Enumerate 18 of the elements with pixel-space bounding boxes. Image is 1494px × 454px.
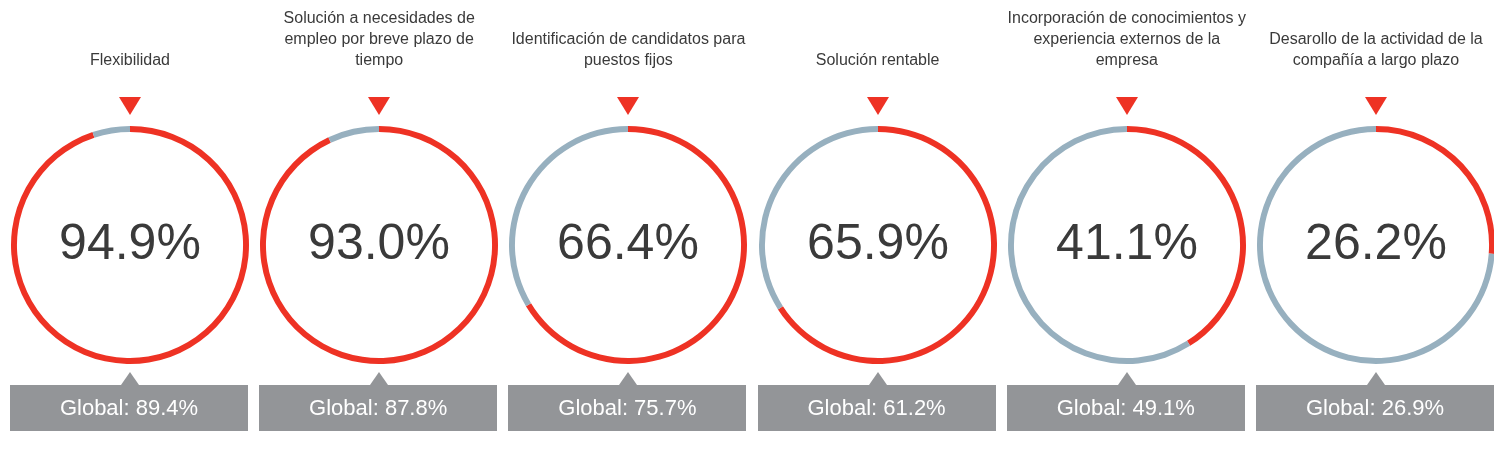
data-label: 65.9% (806, 213, 949, 270)
text: Global: 26.9% (1256, 385, 1494, 431)
chart-title: Solución rentable (814, 50, 941, 70)
data-label: 94.9% (59, 213, 201, 270)
data-label: 66.4% (557, 213, 700, 270)
text: Global: 61.2% (757, 385, 996, 431)
data-label: 26.2% (1305, 213, 1447, 270)
text: Global: 75.7% (508, 385, 747, 431)
chart-title: Desarollo de la actividad de la compañía a largo plazo (1268, 29, 1484, 70)
data-label: 41.1% (1055, 213, 1198, 270)
text: Global: 49.1% (1006, 385, 1245, 431)
chart-title: Incorporación de conocimientos y experiencia externos de la empresa (1006, 8, 1247, 70)
text: Global: 89.4% (10, 385, 248, 431)
chart-title: Flexibilidad (88, 50, 171, 70)
data-label: 93.0% (308, 213, 451, 270)
text: Global: 87.8% (259, 385, 498, 431)
chart-title: Solución a necesidades de empleo por breve plazo de tiempo (282, 8, 476, 70)
chart-title: Identificación de candidatos para puestos fijos (510, 29, 747, 70)
